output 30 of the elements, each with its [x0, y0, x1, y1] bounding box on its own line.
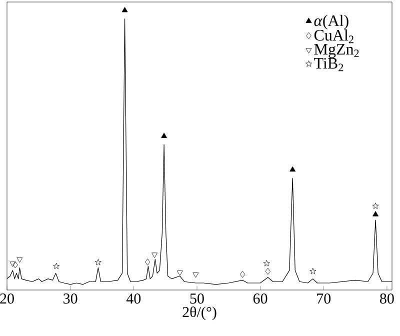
point	[152, 252, 158, 258]
point	[53, 262, 60, 270]
x-tick-label: 40	[126, 294, 141, 304]
point	[144, 258, 150, 266]
x-tick-label: 50	[190, 294, 204, 304]
point	[290, 166, 296, 172]
x-tick-label: 60	[253, 294, 268, 304]
point	[310, 268, 316, 274]
point	[16, 257, 23, 263]
x-tick-label: 20	[0, 294, 14, 304]
legend-label: α(Al)	[314, 14, 348, 30]
point	[192, 272, 199, 278]
x-tick-label: 80	[380, 294, 394, 304]
x-axis-title: 2θ/(°)	[182, 306, 216, 320]
point	[265, 268, 270, 275]
x-tick-label: 70	[317, 294, 331, 304]
point	[372, 211, 379, 216]
legend-label: MgZn$_{2}$	[314, 44, 359, 58]
point	[94, 258, 102, 266]
point	[263, 260, 270, 266]
point	[372, 202, 379, 209]
point	[12, 261, 18, 268]
point	[161, 132, 168, 138]
point	[122, 6, 128, 12]
legend-label: TiB$_{2}$	[314, 58, 344, 72]
point	[240, 270, 246, 278]
legend-label: CuAl$_{2}$	[314, 29, 354, 44]
x-tick-label: 30	[64, 294, 78, 304]
point	[10, 262, 16, 267]
point	[176, 270, 183, 276]
